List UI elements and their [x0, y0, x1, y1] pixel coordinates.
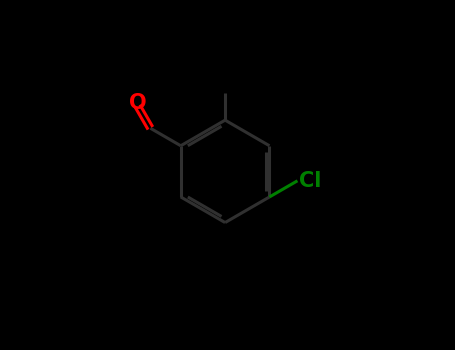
Text: O: O — [129, 93, 147, 113]
Text: Cl: Cl — [299, 171, 321, 191]
